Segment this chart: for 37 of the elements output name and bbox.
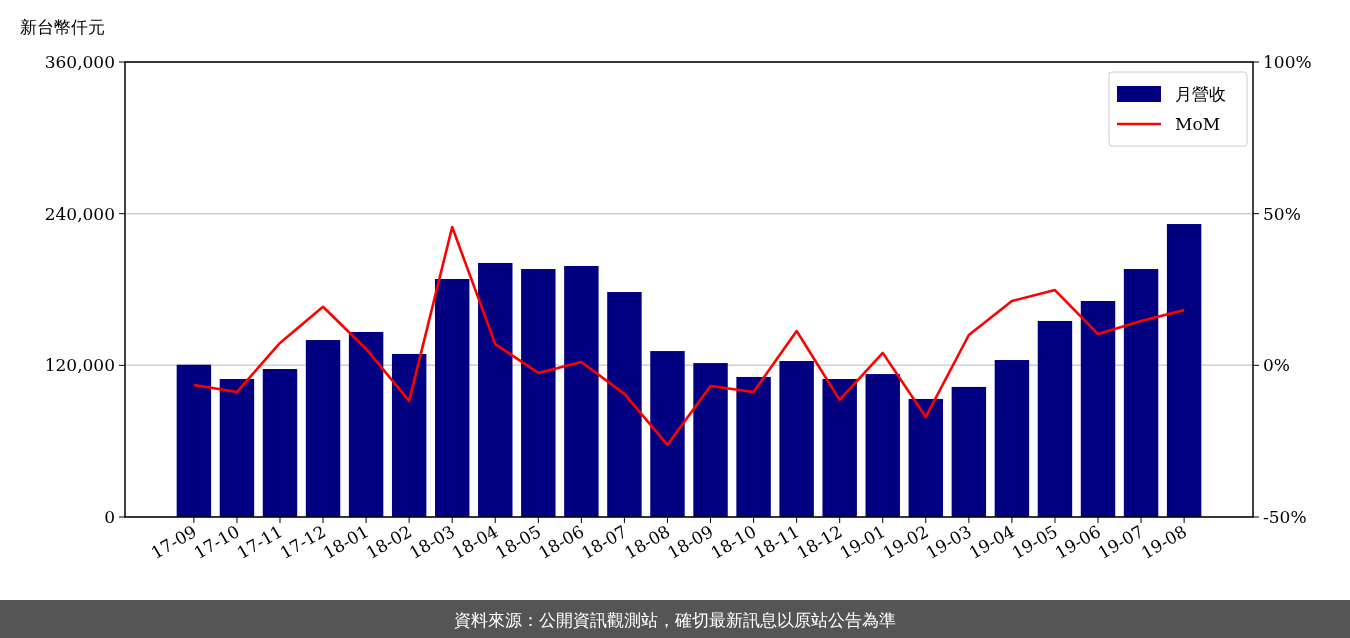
bar: [521, 269, 556, 517]
bar: [564, 265, 599, 517]
bar: [908, 398, 944, 517]
bar: [951, 386, 987, 517]
bar: [478, 262, 513, 517]
bar: [348, 331, 384, 517]
bar: [607, 292, 642, 517]
source-note: 資料來源：公開資訊觀測站，確切最新訊息以原站公告為準: [454, 610, 896, 630]
bar: [994, 360, 1030, 517]
y-tick-label: 0: [104, 507, 115, 527]
y-axis-title: 新台幣仟元: [20, 17, 105, 37]
bar: [219, 378, 255, 517]
y2-tick-label: -50%: [1263, 507, 1307, 527]
bar: [262, 369, 298, 517]
bar: [1037, 320, 1073, 517]
bar: [693, 363, 728, 517]
bar: [1166, 224, 1202, 517]
y2-tick-label: 0%: [1263, 355, 1290, 376]
y-tick-label: 360,000: [44, 52, 115, 72]
bar: [1080, 301, 1116, 517]
bar: [1123, 269, 1159, 517]
bar: [391, 353, 427, 517]
bar: [650, 351, 685, 517]
bar: [736, 376, 771, 517]
bar: [176, 364, 212, 517]
bar: [305, 340, 341, 517]
bar: [822, 378, 857, 517]
legend-label: 月營收: [1175, 84, 1226, 104]
y-tick-label: 240,000: [44, 203, 115, 224]
legend-label: MoM: [1175, 114, 1221, 134]
y-tick-label: 120,000: [44, 355, 115, 376]
bar: [865, 374, 900, 517]
bar: [779, 361, 814, 517]
bar: [434, 279, 470, 517]
line-series: [192, 225, 1186, 447]
y2-tick-label: 50%: [1263, 203, 1301, 224]
y2-tick-label: 100%: [1263, 52, 1312, 72]
